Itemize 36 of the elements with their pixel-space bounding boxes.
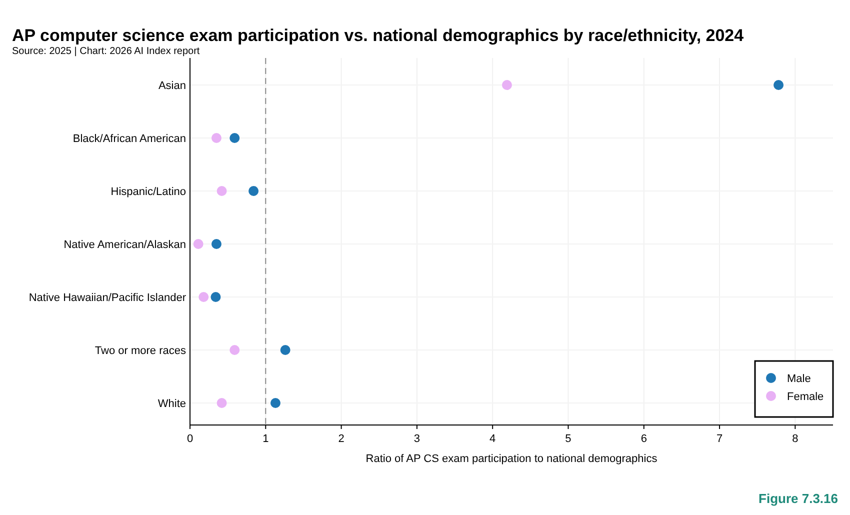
legend-label: Female [787, 391, 824, 403]
y-tick-label: Black/African American [72, 133, 186, 145]
point [230, 345, 240, 355]
x-tick-label: 0 [186, 433, 194, 445]
y-tick-label: Native Hawaiian/Pacific Islander [28, 292, 186, 304]
point [230, 133, 240, 143]
x-tick-label: 5 [565, 433, 572, 445]
chart-title: AP computer science exam participation vs. national demographics by race/ethnicity, 2024 [12, 26, 744, 45]
point [193, 239, 204, 249]
y-tick-label: Native American/Alaskan [64, 239, 186, 251]
x-tick-label: 6 [640, 433, 647, 445]
x-tick-label: 1 [262, 433, 269, 445]
point [280, 345, 290, 355]
y-tick-label: Hispanic/Latino [110, 186, 186, 198]
point [248, 186, 259, 196]
point [774, 80, 784, 90]
point [210, 292, 221, 302]
y-tick-label: Asian [158, 80, 186, 92]
legend-label: Male [787, 373, 811, 385]
caption: Figure 7.3.16 [758, 491, 838, 506]
point [211, 239, 222, 249]
point [211, 133, 222, 143]
x-tick-label: 7 [716, 433, 723, 445]
x-tick-label: 8 [792, 433, 798, 445]
x-tick-label: 3 [414, 433, 420, 445]
text: Source: 2025 | Chart: 2026 AI Index report [12, 46, 200, 57]
y-tick-label: Two or more races [94, 345, 186, 357]
y-tick-label: White [158, 398, 186, 410]
x-tick-label: 4 [490, 433, 496, 445]
point [270, 398, 280, 408]
x-axis-title: Ratio of AP CS exam participation to national demographics [366, 453, 658, 465]
x-tick-label: 2 [338, 433, 344, 445]
point [502, 80, 512, 90]
point [216, 398, 227, 408]
point [216, 186, 227, 196]
point [198, 292, 209, 302]
